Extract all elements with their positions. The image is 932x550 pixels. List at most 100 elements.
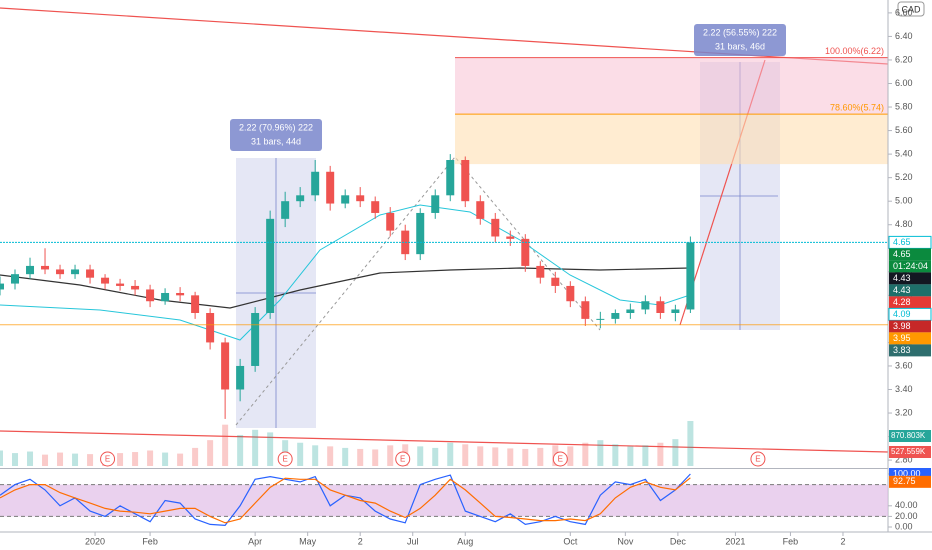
price-badge [889, 248, 931, 261]
candle-body [206, 313, 215, 343]
stoch-badge-label: 92.75 [893, 476, 916, 486]
price-badge-label: 4.28 [893, 297, 911, 307]
pane-separator [0, 468, 888, 469]
candle-body [566, 285, 575, 302]
candle-body [266, 218, 275, 313]
price-badge [889, 332, 931, 345]
stoch-tick-label: 0.00 [895, 521, 913, 531]
volume-bar [627, 446, 634, 466]
volume-bar [147, 450, 154, 466]
y-tick-label: 3.20 [895, 407, 913, 417]
trend-line [0, 430, 889, 453]
x-tick-label: Apr [248, 536, 262, 546]
price-badge [889, 296, 931, 309]
candle-body [131, 285, 140, 290]
volume-bar [522, 448, 529, 466]
volume-bar [87, 454, 94, 466]
volume-bar [162, 452, 169, 466]
candle-body [491, 218, 500, 237]
candle-body [101, 277, 110, 284]
candle-body [656, 301, 665, 313]
ma-200 [0, 267, 691, 309]
event-marker [100, 451, 116, 467]
price-badge-label: 01:24:04 [893, 261, 928, 271]
x-tick-label: May [299, 536, 317, 546]
candle-body [146, 289, 155, 302]
candle-body [296, 195, 305, 202]
candle-body [416, 212, 425, 255]
volume-bar [507, 448, 514, 466]
y-tick-label: 5.20 [895, 172, 913, 182]
x-tick-label: Oct [563, 536, 578, 546]
candle-body [0, 283, 4, 290]
price-badge-label: 4.43 [893, 285, 911, 295]
volume-bar [132, 452, 139, 466]
volume-bar [597, 440, 604, 466]
y-tick-label: 4.80 [895, 219, 913, 229]
price-badge-label: 4.65 [893, 249, 911, 259]
volume-bar [447, 442, 454, 466]
candle-body [551, 277, 560, 286]
currency: CAD [901, 4, 921, 14]
event-label: E [558, 455, 563, 464]
volume-bar [342, 447, 349, 466]
volume-bar [0, 450, 3, 466]
candle-body [236, 365, 245, 390]
volume-badge [889, 430, 931, 442]
x-tick-label: 2 [840, 536, 845, 546]
y-tick-label: 5.40 [895, 148, 913, 158]
candle-body [326, 171, 335, 204]
y-tick-label: 3.40 [895, 384, 913, 394]
price-badge [889, 344, 931, 357]
candle-body [176, 292, 185, 296]
volume-bar [357, 448, 364, 466]
volume-bar [462, 444, 469, 466]
event-label: E [105, 455, 110, 464]
volume-bar [477, 446, 484, 466]
volume-bar [537, 447, 544, 466]
candle-body [71, 269, 80, 275]
volume-bar [372, 449, 379, 466]
x-tick-label: Jul [407, 536, 419, 546]
event-label: E [755, 455, 760, 464]
volume-bar [657, 442, 664, 466]
candle-body [581, 301, 590, 319]
measure-label: 2.22 (70.96%) 222 [239, 122, 313, 132]
candle-body [626, 309, 635, 313]
y-tick-label: 6.60 [895, 7, 913, 17]
y-tick-label: 6.00 [895, 78, 913, 88]
volume-bar [492, 447, 499, 466]
candle-body [611, 313, 620, 319]
y-tick-label: 6.40 [895, 31, 913, 41]
volume-bar [267, 432, 274, 466]
volume-bar [207, 440, 214, 466]
stoch-line [0, 477, 691, 524]
measure-label: 2.22 (56.55%) 222 [703, 27, 777, 37]
price-badge [889, 320, 931, 333]
volume-bar [27, 451, 34, 466]
candle-body [281, 201, 290, 219]
candle-body [86, 269, 95, 278]
volume-bar [57, 452, 64, 466]
candle-body [446, 160, 455, 196]
candle-body [461, 160, 470, 202]
ma-50 [0, 204, 691, 341]
volume-bar [672, 439, 679, 466]
candle-body [371, 201, 380, 213]
volume-bar [237, 434, 244, 466]
y-tick-label: 3.60 [895, 360, 913, 370]
volume-bar [327, 446, 334, 466]
candle-body [251, 313, 260, 366]
volume-bar [192, 447, 199, 466]
volume-bar [687, 421, 694, 466]
measure-label-bg [694, 24, 786, 56]
candle-body [431, 195, 440, 213]
x-tick-label: Aug [457, 536, 473, 546]
y-tick-label: 5.80 [895, 101, 913, 111]
event-marker [395, 451, 411, 467]
x-tick-label: 2021 [725, 536, 745, 546]
candle-body [506, 236, 515, 239]
event-marker [552, 451, 568, 467]
volume-bar [582, 442, 589, 466]
